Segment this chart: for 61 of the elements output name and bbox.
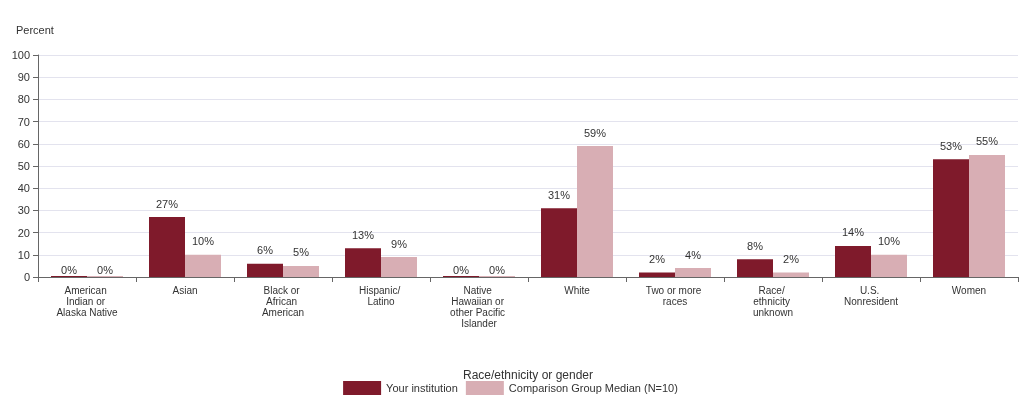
legend-label: Your institution [386, 382, 458, 394]
y-tick-label: 30 [17, 204, 30, 217]
bar [969, 154, 1005, 277]
data-label: 55% [975, 135, 999, 148]
y-tick-label: 60 [17, 137, 30, 150]
bar [835, 245, 871, 277]
y-tick-label: 20 [17, 226, 30, 239]
y-tick-label: 90 [17, 71, 30, 84]
bar [639, 272, 675, 277]
x-tick-label: Black or African American [261, 285, 305, 318]
data-label: 10% [877, 235, 901, 248]
data-label: 8% [747, 239, 764, 252]
data-label: 31% [547, 188, 571, 201]
bar [149, 217, 185, 277]
data-label: 4% [685, 248, 702, 261]
bar [345, 248, 381, 277]
y-tick-label: 70 [17, 115, 30, 128]
data-label: 6% [257, 244, 274, 257]
bar [737, 259, 773, 277]
bar [871, 254, 907, 277]
y-tick-label: 0 [23, 271, 30, 283]
y-tick-label: 100 [11, 49, 30, 61]
data-label: 2% [649, 253, 666, 266]
data-label: 14% [841, 226, 865, 239]
x-axis-title: Race/ethnicity or gender [462, 368, 594, 382]
x-tick-label: Two or more races [645, 285, 705, 307]
data-label: 0% [489, 263, 506, 276]
x-tick-label: White [564, 285, 591, 296]
data-label: 53% [939, 139, 963, 152]
bar [247, 263, 283, 277]
x-tick-label: Women [951, 285, 987, 296]
x-tick-label: U.S. Nonresident [844, 285, 899, 307]
data-label: 0% [453, 263, 470, 276]
bar [185, 254, 221, 277]
data-label: 59% [583, 126, 607, 139]
x-tick-label: American Indian or Alaska Native [56, 285, 119, 318]
bar [283, 265, 319, 277]
y-tick-label: 10 [17, 248, 30, 261]
bar [381, 257, 417, 277]
bar [675, 268, 711, 277]
bar [577, 146, 613, 277]
data-label: 0% [61, 263, 78, 276]
data-label: 13% [351, 228, 375, 241]
y-axis-title: Percent [16, 23, 54, 36]
data-label: 10% [191, 235, 215, 248]
x-tick-label: Hispanic/ Latino [359, 285, 403, 307]
data-label: 27% [155, 197, 179, 210]
legend-label: Comparison Group Median (N=10) [508, 382, 678, 394]
y-tick-label: 50 [17, 160, 30, 172]
bar [541, 208, 577, 277]
data-label: 0% [97, 263, 114, 276]
x-tick-label: Native Hawaiian or other Pacific Islander [450, 285, 508, 329]
bar [773, 272, 809, 277]
data-label: 9% [391, 237, 408, 250]
bar [933, 159, 969, 277]
x-tick-label: Asian [172, 285, 198, 296]
data-label: 5% [293, 246, 310, 259]
y-tick-label: 40 [17, 182, 30, 195]
data-label: 2% [783, 253, 800, 266]
x-tick-label: Race/ ethnicity unknown [752, 285, 794, 318]
y-tick-label: 80 [17, 93, 30, 106]
